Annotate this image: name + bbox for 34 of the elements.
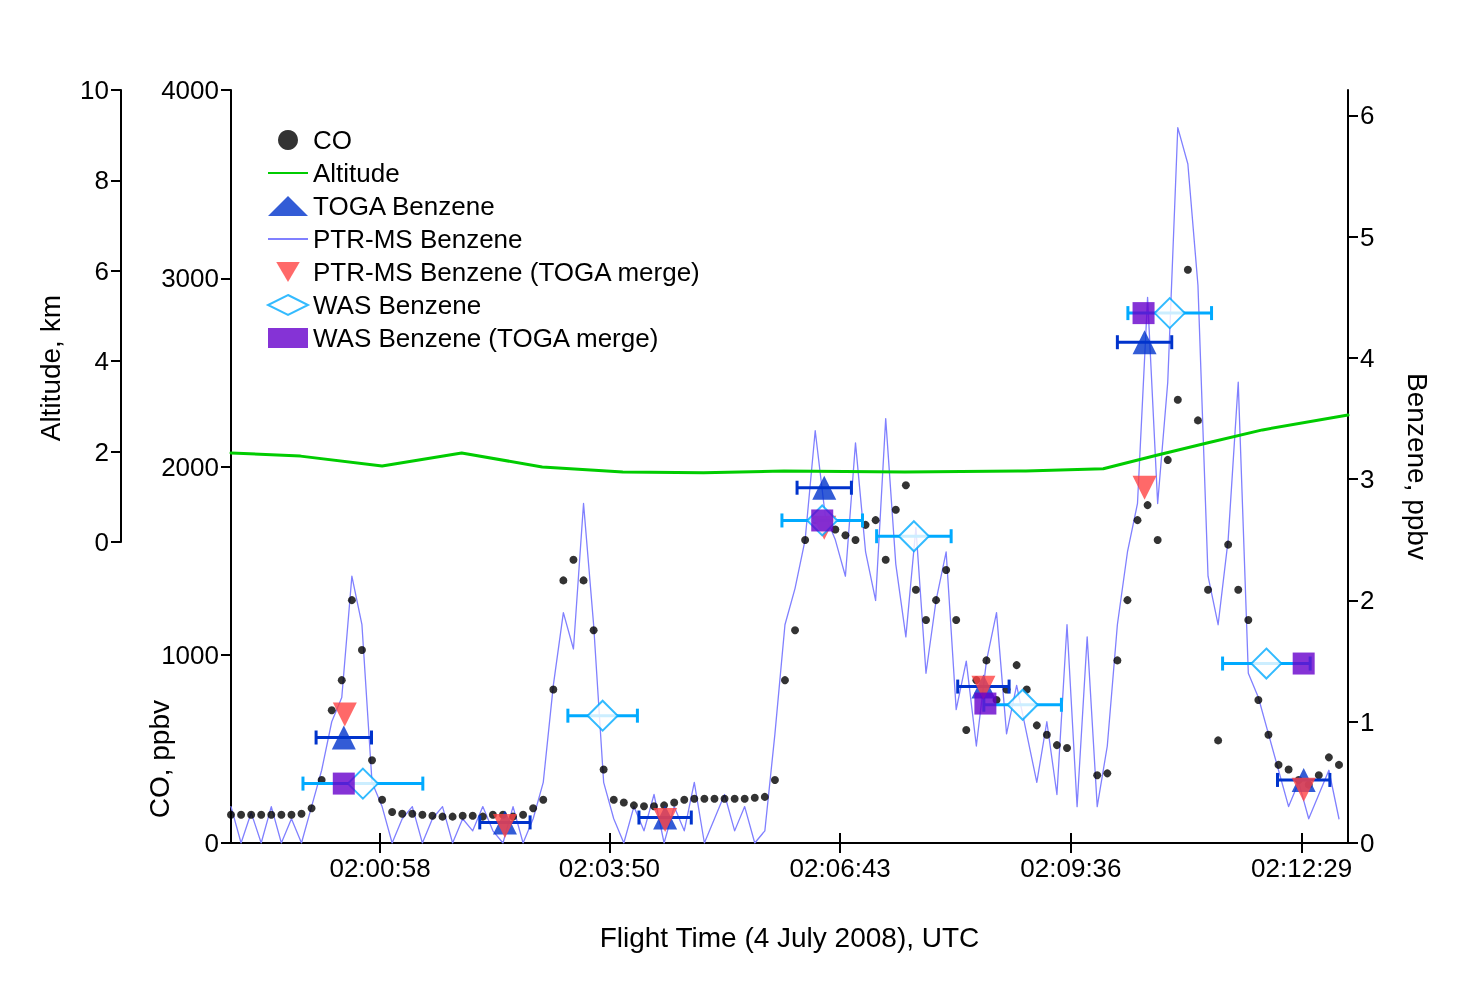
y2-tick-label: 6 <box>1360 100 1375 131</box>
y2-tick-label: 1 <box>1360 706 1375 737</box>
y-tick-label: 4000 <box>161 75 219 105</box>
x-axis-title: Flight Time (4 July 2008), UTC <box>599 921 980 953</box>
y-tick-label: 2000 <box>161 451 219 482</box>
y2-tick-label: 5 <box>1360 221 1375 252</box>
y2-tick-label: 2 <box>1360 585 1375 616</box>
x-tick-label: 02:12:29 <box>1251 853 1353 883</box>
legend-label: PTR-MS Benzene <box>313 224 523 254</box>
legend-label: WAS Benzene <box>313 290 482 320</box>
y3-tick-label: 10 <box>80 75 109 105</box>
x-tick-label: 02:03:50 <box>558 853 661 883</box>
y2-tick-label: 4 <box>1360 342 1375 373</box>
x-tick-label: 02:09:36 <box>1020 853 1122 883</box>
y-axis-title: CO, ppbv <box>143 699 175 819</box>
y3-axis-title: Altitude, km <box>34 294 66 442</box>
y-tick-label: 3000 <box>161 263 219 294</box>
y2-tick-label: 3 <box>1360 464 1375 495</box>
x-tick-label: 02:00:58 <box>329 853 431 883</box>
y3-tick-label: 4 <box>94 346 109 377</box>
y-tick-label: 0 <box>204 828 219 858</box>
legend-label: WAS Benzene (TOGA merge) <box>313 323 659 353</box>
legend-label: Altitude <box>313 158 400 188</box>
legend-label: TOGA Benzene <box>313 191 495 221</box>
y3-tick-label: 2 <box>94 436 109 467</box>
y2-tick-label: 0 <box>1360 828 1375 858</box>
y3-tick-label: 8 <box>94 165 109 196</box>
legend-label: PTR-MS Benzene (TOGA merge) <box>313 257 700 287</box>
y-tick-label: 1000 <box>161 639 219 670</box>
y3-tick-label: 0 <box>94 527 109 557</box>
y2-axis-title: Benzene, ppbv <box>1401 373 1433 560</box>
x-tick-label: 02:06:43 <box>789 853 891 883</box>
y3-tick-label: 6 <box>94 255 109 286</box>
legend-label: CO <box>313 125 352 155</box>
